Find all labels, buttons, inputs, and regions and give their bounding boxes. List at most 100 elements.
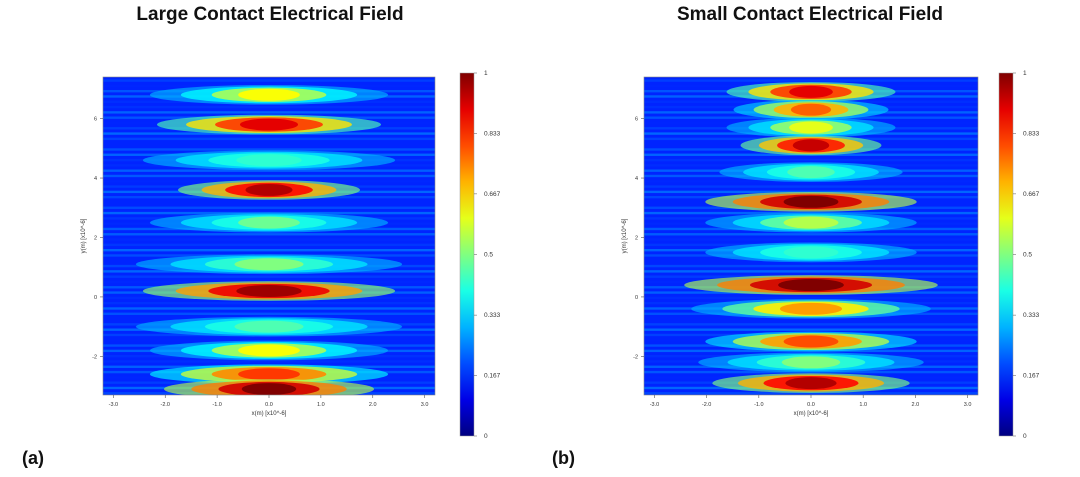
y-tick-label: -2 (92, 354, 97, 360)
x-axis-label: x(m) [x10^-6] (794, 411, 829, 417)
x-tick-label: -1.0 (212, 402, 221, 408)
interference-stripe (644, 185, 978, 188)
y-tick-label: 2 (635, 235, 638, 241)
x-tick-label: 0.0 (265, 402, 273, 408)
interference-stripe (103, 238, 435, 241)
field-map (103, 77, 435, 395)
interference-stripe (103, 243, 435, 247)
y-tick-label: 4 (635, 176, 638, 182)
interference-stripe (103, 312, 435, 315)
interference-stripe (644, 158, 978, 162)
y-axis-label: y(m) [x10^-6] (81, 218, 87, 253)
colorbar (459, 72, 475, 437)
x-tick-label: -2.0 (702, 402, 711, 408)
heatmap-chart-b: -3.0 -2.0 -1.0 0.0 1.0 2.0 3.0 -2 0 2 4 6 x(m) [x10^… (622, 70, 1040, 440)
field-band (726, 82, 896, 102)
field-band (149, 212, 389, 233)
interference-stripe (103, 301, 435, 305)
field-band (142, 150, 396, 171)
x-tick-label: -3.0 (109, 402, 118, 408)
colorbar-tick-label: 1 (1023, 70, 1027, 77)
colorbar-tick-label: 0 (1023, 433, 1027, 440)
field-map (644, 77, 978, 395)
y-tick-label: 0 (635, 295, 638, 301)
interference-stripe (103, 137, 435, 141)
colorbar-tick-label: 0.667 (1023, 191, 1040, 198)
x-tick-label: -2.0 (161, 402, 170, 408)
field-band (705, 242, 917, 263)
interference-stripe (103, 360, 435, 363)
colorbar-tick-label: 0.5 (484, 252, 493, 259)
colorbar-tick-label: 0 (484, 433, 488, 440)
panel-label: (b) (552, 448, 575, 468)
x-tick-label: 3.0 (964, 402, 972, 408)
y-axis-label: y(m) [x10^-6] (622, 218, 628, 253)
field-band (149, 84, 389, 105)
x-tick-label: 2.0 (369, 402, 377, 408)
y-tick-label: 6 (635, 117, 638, 123)
field-band (698, 352, 924, 373)
interference-stripe (644, 296, 978, 300)
field-band (712, 373, 910, 393)
x-tick-label: 1.0 (859, 402, 867, 408)
field-band (719, 162, 903, 182)
x-axis-label: x(m) [x10^-6] (252, 411, 287, 417)
interference-stripe (103, 169, 435, 172)
chart-title: Large Contact Electrical Field (136, 4, 404, 25)
interference-stripe (103, 233, 435, 236)
y-tick-label: 4 (94, 176, 97, 182)
interference-stripe (644, 328, 978, 331)
interference-stripe (103, 201, 435, 204)
colorbar-tick-label: 0.167 (484, 372, 501, 379)
y-tick-label: 0 (94, 295, 97, 301)
interference-stripe (644, 270, 978, 273)
field-band (156, 114, 382, 135)
interference-stripe (103, 111, 435, 114)
interference-stripe (103, 206, 435, 209)
field-band (684, 275, 938, 295)
panel-label: (a) (22, 448, 44, 468)
interference-stripe (103, 174, 435, 178)
interference-stripe (644, 238, 978, 241)
field-band (726, 117, 896, 138)
heatmap-chart-a: -3.0 -2.0 -1.0 0.0 1.0 2.0 3.0 -2 0 2 4 6 x(m) [x10^… (81, 70, 501, 440)
panel-a: Large Contact Electrical Field -3.0 -2.0 -… (22, 4, 501, 468)
y-tick-label: 6 (94, 117, 97, 123)
interference-stripe (644, 233, 978, 236)
colorbar-tick-label: 0.833 (484, 131, 501, 138)
colorbar-tick-label: 1 (484, 70, 488, 77)
field-band (740, 135, 882, 156)
chart-title: Small Contact Electrical Field (676, 4, 944, 25)
y-tick-label: 2 (94, 235, 97, 241)
field-band (149, 340, 389, 361)
panel-b: Small Contact Electrical Field -3.0 -2.0 -… (540, 0, 1080, 477)
field-band (149, 364, 389, 385)
x-tick-label: -3.0 (650, 402, 659, 408)
interference-stripe (103, 148, 435, 151)
colorbar-tick-label: 0.333 (1023, 312, 1040, 319)
interference-stripe (103, 275, 435, 278)
interference-stripe (103, 307, 435, 310)
x-tick-label: 2.0 (912, 402, 920, 408)
field-band (705, 212, 917, 233)
x-tick-label: 0.0 (807, 402, 815, 408)
interference-stripe (103, 339, 435, 342)
field-band (142, 281, 396, 301)
field-band (705, 331, 917, 352)
field-band (163, 379, 375, 395)
interference-stripe (644, 317, 978, 321)
interference-stripe (644, 392, 978, 395)
colorbar-tick-label: 0.167 (1023, 372, 1040, 379)
interference-stripe (103, 79, 435, 82)
field-band (177, 180, 361, 200)
x-tick-label: 3.0 (421, 402, 429, 408)
x-tick-label: -1.0 (754, 402, 763, 408)
interference-stripe (644, 190, 978, 194)
field-band (705, 191, 917, 212)
interference-stripe (644, 323, 978, 326)
interference-stripe (644, 264, 978, 268)
interference-stripe (103, 142, 435, 146)
colorbar-tick-label: 0.833 (1023, 131, 1040, 138)
interference-stripe (644, 79, 978, 82)
interference-stripe (103, 248, 435, 252)
